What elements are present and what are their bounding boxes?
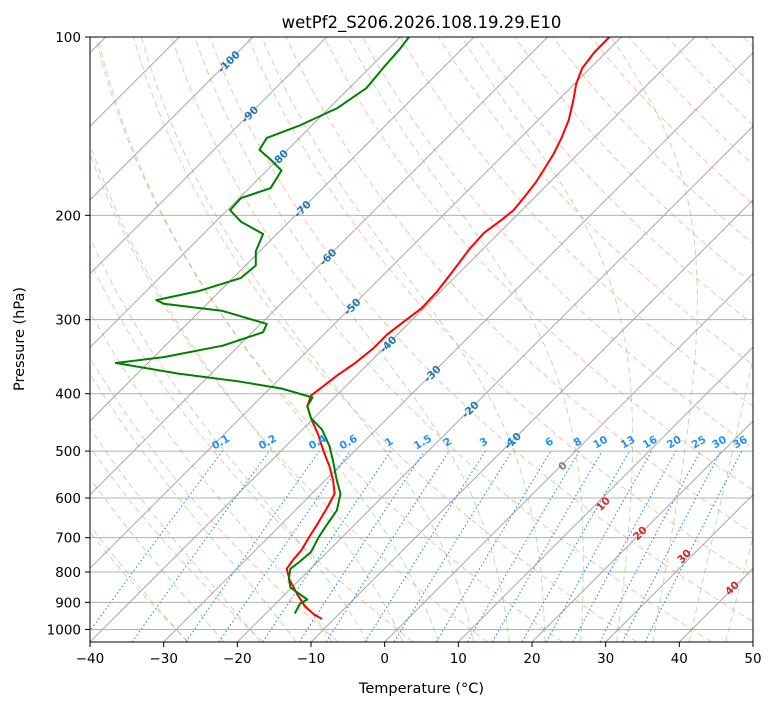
- isotherm-line: [90, 37, 254, 201]
- mixing-ratio-line: [131, 450, 270, 642]
- moist-adiabats: [90, 37, 753, 642]
- temperature-trace: [285, 37, 611, 620]
- x-tick-label: −10: [297, 651, 326, 667]
- moist-adiabat-line: [97, 37, 439, 642]
- skewed-isotherms: [90, 37, 753, 642]
- isotherm-line: [236, 125, 753, 642]
- isotherm-line: [163, 51, 753, 642]
- y-tick-label: 900: [55, 595, 81, 611]
- moist-adiabat-line: [90, 236, 369, 642]
- pressure-gridlines: [90, 37, 753, 630]
- plot-background: [90, 37, 753, 642]
- dry-adiabat-line: [247, 37, 753, 578]
- moist-adiabat-line: [194, 37, 510, 642]
- plot-area: [90, 37, 753, 642]
- y-tick-label: 500: [55, 444, 81, 460]
- isotherm-line: [90, 37, 696, 642]
- y-tick-label: 300: [55, 313, 81, 329]
- x-tick-label: −40: [76, 651, 105, 667]
- x-tick-label: 50: [744, 651, 761, 667]
- y-tick-label: 400: [55, 387, 81, 403]
- mixing-ratio-line: [218, 450, 351, 642]
- isotherm-line: [605, 493, 753, 642]
- mixing-ratio-line: [262, 450, 392, 642]
- dry-adiabat-line: [514, 37, 753, 285]
- y-tick-label: 600: [55, 491, 81, 507]
- dry-adiabat-line: [90, 356, 339, 642]
- mixing-ratio-line: [185, 450, 320, 642]
- mixing-ratio-labels: 0.1 0.2 0.4 0.6 1 1.5 2 3 4 6 8 10 13 16 20 25 30 36: [210, 433, 750, 453]
- isotherm-line: [531, 420, 753, 642]
- x-tick-label: 0: [380, 651, 389, 667]
- isotherm-line: [90, 37, 475, 422]
- mixing-ratio-line: [90, 450, 223, 632]
- mixing-ratio-line: [521, 450, 630, 642]
- y-tick-label: 800: [55, 565, 81, 581]
- moist-adiabat-line: [688, 355, 753, 642]
- moist-adiabat-line: [90, 372, 297, 642]
- x-tick-label: 30: [597, 651, 614, 667]
- moist-adiabat-line: [90, 427, 261, 642]
- y-axis-title: Pressure (hPa): [12, 287, 28, 391]
- y-tick-label: 100: [55, 30, 81, 46]
- y-axis-ticks: 100 200 300 400 500 600 700 800 900 1000: [47, 30, 90, 638]
- moist-adiabat-line: [610, 37, 698, 642]
- moist-adiabat-line: [90, 524, 188, 642]
- x-tick-label: 10: [450, 651, 467, 667]
- x-axis-ticks: −40 −30 −20 −10 0 10 20 30 40 50: [76, 642, 762, 667]
- mixing-ratio-line: [545, 450, 653, 642]
- x-axis-title: Temperature (°C): [358, 681, 484, 697]
- isotherm-line: [90, 37, 401, 349]
- dry-adiabat-line: [90, 260, 414, 642]
- mixing-ratio-lines: [90, 450, 743, 642]
- plot-frame: [89, 36, 754, 643]
- moist-adiabat-line: [261, 37, 546, 642]
- mixing-ratio-line: [325, 450, 450, 642]
- dry-adiabat-line: [209, 37, 753, 623]
- isotherm-line: [384, 272, 753, 642]
- sounding-series: [114, 37, 611, 620]
- y-tick-label: 200: [55, 208, 81, 224]
- chart-title: wetPf2_S206.2026.108.19.29.E10: [282, 13, 562, 33]
- y-tick-label: 700: [55, 531, 81, 547]
- dry-adiabat-line: [132, 37, 638, 642]
- mixing-ratio-line: [393, 450, 513, 642]
- moist-adiabat-line: [140, 37, 475, 642]
- dry-adiabat-line: [171, 37, 712, 642]
- dry-adiabat-line: [90, 446, 264, 642]
- moist-adiabat-line: [347, 37, 584, 642]
- isotherm-line: [457, 346, 753, 642]
- mixing-ratio-line: [572, 450, 677, 642]
- mixing-ratio-line: [644, 450, 743, 642]
- x-tick-label: 40: [671, 651, 688, 667]
- x-tick-label: 20: [523, 651, 540, 667]
- x-tick-label: −20: [223, 651, 252, 667]
- dry-adiabat-line: [323, 37, 753, 491]
- dry-adiabat-line: [94, 37, 563, 642]
- y-tick-label: 1000: [47, 622, 81, 638]
- isotherm-line: [90, 37, 549, 496]
- moist-adiabat-line: [90, 310, 333, 642]
- isotherm-line: [90, 37, 328, 275]
- mixing-ratio-line: [298, 450, 425, 642]
- moist-adiabat-line: [90, 142, 404, 642]
- isotherm-line: [90, 37, 622, 570]
- dry-adiabat-line: [476, 37, 753, 325]
- dry-adiabats: [90, 37, 753, 642]
- dewpoint-trace: [114, 37, 410, 614]
- moist-adiabat-line: [90, 477, 225, 642]
- dry-adiabat-line: [285, 37, 753, 535]
- x-tick-label: −30: [149, 651, 178, 667]
- moist-adiabat-line: [725, 536, 753, 642]
